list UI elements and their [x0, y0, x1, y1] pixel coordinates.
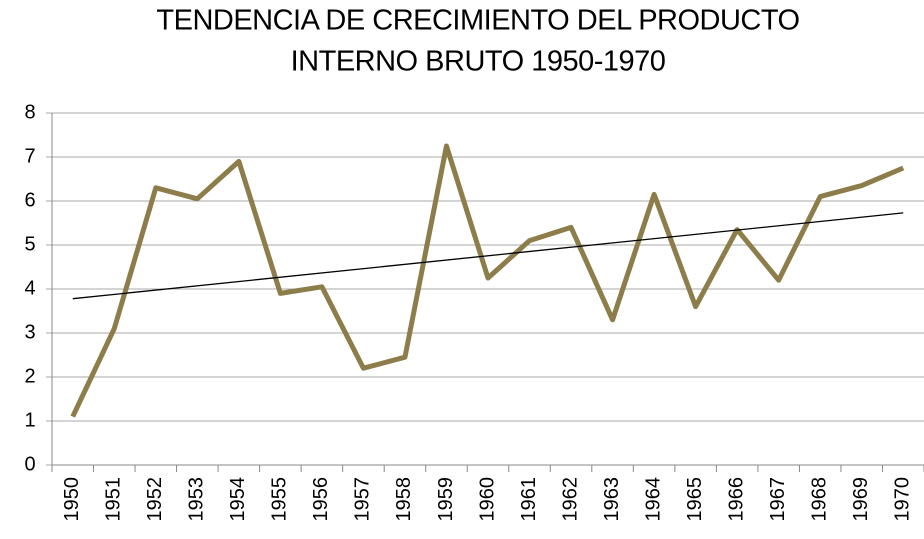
x-tick-label: 1966: [725, 477, 747, 522]
x-tick-label: 1952: [144, 477, 166, 522]
y-tick-label: 4: [24, 277, 35, 299]
x-tick-label: 1968: [808, 477, 830, 522]
x-tick-label: 1950: [61, 477, 83, 522]
x-tick-label: 1970: [892, 477, 914, 522]
x-tick-label: 1956: [310, 477, 332, 522]
trend-line: [72, 212, 904, 300]
y-tick-label: 1: [24, 409, 35, 431]
x-tick-label: 1953: [186, 477, 208, 522]
x-tick-label: 1951: [103, 477, 125, 522]
y-tick-label: 2: [24, 365, 35, 387]
x-tick-label: 1954: [227, 477, 249, 522]
chart-title: INTERNO BRUTO 1950-1970: [291, 46, 666, 78]
x-tick-label: 1957: [352, 477, 374, 522]
y-tick-label: 6: [24, 189, 35, 211]
x-tick-label: 1955: [269, 477, 291, 522]
x-tick-label: 1961: [518, 477, 540, 522]
x-tick-label: 1963: [601, 477, 623, 522]
line-series: [70, 143, 905, 418]
x-tick-label: 1969: [850, 477, 872, 522]
x-tick-label: 1964: [642, 477, 664, 522]
y-tick-label: 5: [24, 233, 35, 255]
y-tick-label: 7: [24, 145, 35, 167]
x-tick-label: 1967: [767, 477, 789, 522]
x-tick-label: 1960: [476, 477, 498, 522]
y-tick-label: 8: [24, 101, 35, 123]
y-tick-label: 0: [24, 453, 35, 475]
x-tick-label: 1962: [559, 477, 581, 522]
x-tick-label: 1959: [435, 477, 457, 522]
x-tick-label: 1958: [393, 477, 415, 522]
x-tick-label: 1965: [684, 477, 706, 522]
chart-title: TENDENCIA DE CRECIMIENTO DEL PRODUCTO: [156, 5, 799, 37]
y-tick-label: 3: [24, 321, 35, 343]
